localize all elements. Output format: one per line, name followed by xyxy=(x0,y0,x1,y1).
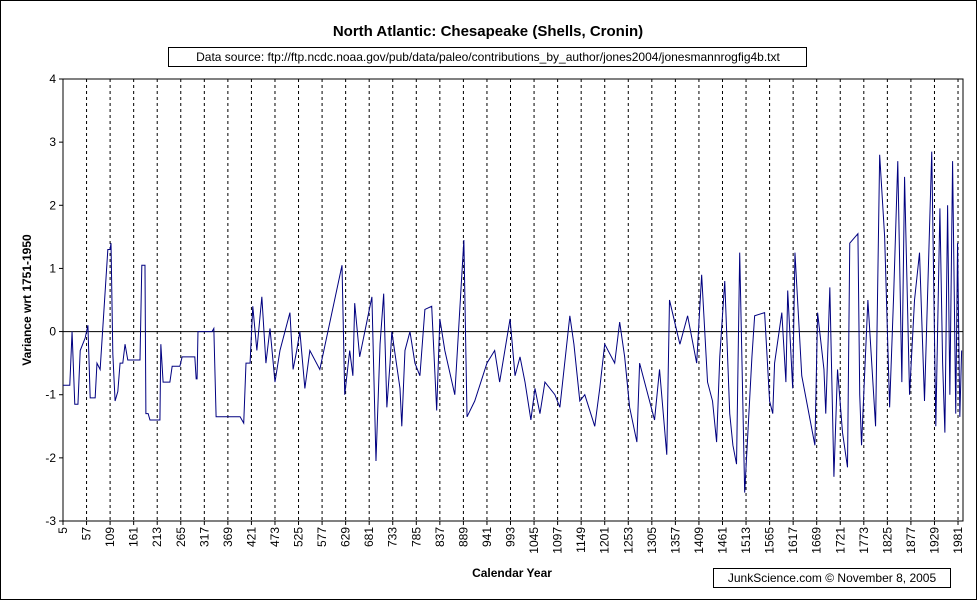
annotation-box xyxy=(713,568,951,588)
x-tick-label: 1253 xyxy=(621,527,635,554)
x-tick-label: 1149 xyxy=(574,527,588,553)
x-tick-label: 473 xyxy=(268,527,282,547)
x-tick-label: 1201 xyxy=(598,527,612,554)
y-tick-label: -3 xyxy=(45,514,56,528)
x-tick-label: 1981 xyxy=(951,527,965,554)
x-tick-label: 1825 xyxy=(880,527,894,554)
x-tick-label: 1461 xyxy=(715,527,729,554)
x-tick-label: 213 xyxy=(150,527,164,547)
x-tick-label: 837 xyxy=(433,527,447,547)
x-tick-label: 629 xyxy=(339,527,353,547)
x-tick-label: 577 xyxy=(315,527,329,547)
x-tick-label: 1305 xyxy=(645,527,659,554)
annotation: JunkScience.com © November 8, 2005 xyxy=(728,571,937,585)
y-tick-label: 0 xyxy=(49,325,56,339)
y-tick-label: -1 xyxy=(45,388,56,402)
x-tick-label: 5 xyxy=(56,527,70,534)
x-tick-label: 421 xyxy=(244,527,258,547)
y-tick-label: 4 xyxy=(49,72,56,86)
x-tick-label: 733 xyxy=(386,527,400,547)
y-axis-label: Variance wrt 1751-1950 xyxy=(20,234,34,366)
x-tick-label: 265 xyxy=(174,527,188,547)
x-tick-label: 889 xyxy=(456,527,470,547)
x-tick-label: 1617 xyxy=(786,527,800,554)
x-tick-label: 1097 xyxy=(551,527,565,554)
chart-subtitle: Data source: ftp://ftp.ncdc.noaa.gov/pub… xyxy=(196,50,780,64)
x-tick-label: 1045 xyxy=(527,527,541,554)
y-tick-label: 1 xyxy=(49,261,56,275)
x-tick-label: 1877 xyxy=(904,527,918,554)
x-tick-label: 785 xyxy=(409,527,423,547)
x-tick-label: 1513 xyxy=(739,527,753,554)
x-tick-label: 1565 xyxy=(763,527,777,554)
y-tick-label: 2 xyxy=(49,198,56,212)
x-tick-label: 161 xyxy=(127,527,141,547)
x-tick-label: 1929 xyxy=(927,527,941,554)
x-tick-label: 57 xyxy=(80,527,94,541)
y-tick-label: 3 xyxy=(49,135,56,149)
x-tick-label: 941 xyxy=(480,527,494,547)
x-tick-label: 681 xyxy=(362,527,376,547)
plot-background xyxy=(62,78,964,522)
x-tick-label: 1721 xyxy=(833,527,847,554)
x-tick-label: 1773 xyxy=(857,527,871,554)
data-line xyxy=(63,151,963,493)
x-axis-label: Calendar Year xyxy=(472,566,552,580)
x-tick-label: 525 xyxy=(292,527,306,547)
x-tick-label: 1409 xyxy=(692,527,706,554)
y-tick-label: -2 xyxy=(45,451,56,465)
x-tick-label: 109 xyxy=(103,527,117,547)
subtitle-box xyxy=(168,47,807,67)
x-tick-label: 1357 xyxy=(668,527,682,554)
x-tick-label: 1669 xyxy=(810,527,824,554)
x-tick-label: 317 xyxy=(197,527,211,547)
x-tick-label: 369 xyxy=(221,527,235,547)
x-tick-label: 993 xyxy=(504,527,518,547)
chart-title: North Atlantic: Chesapeake (Shells, Cron… xyxy=(333,23,643,40)
